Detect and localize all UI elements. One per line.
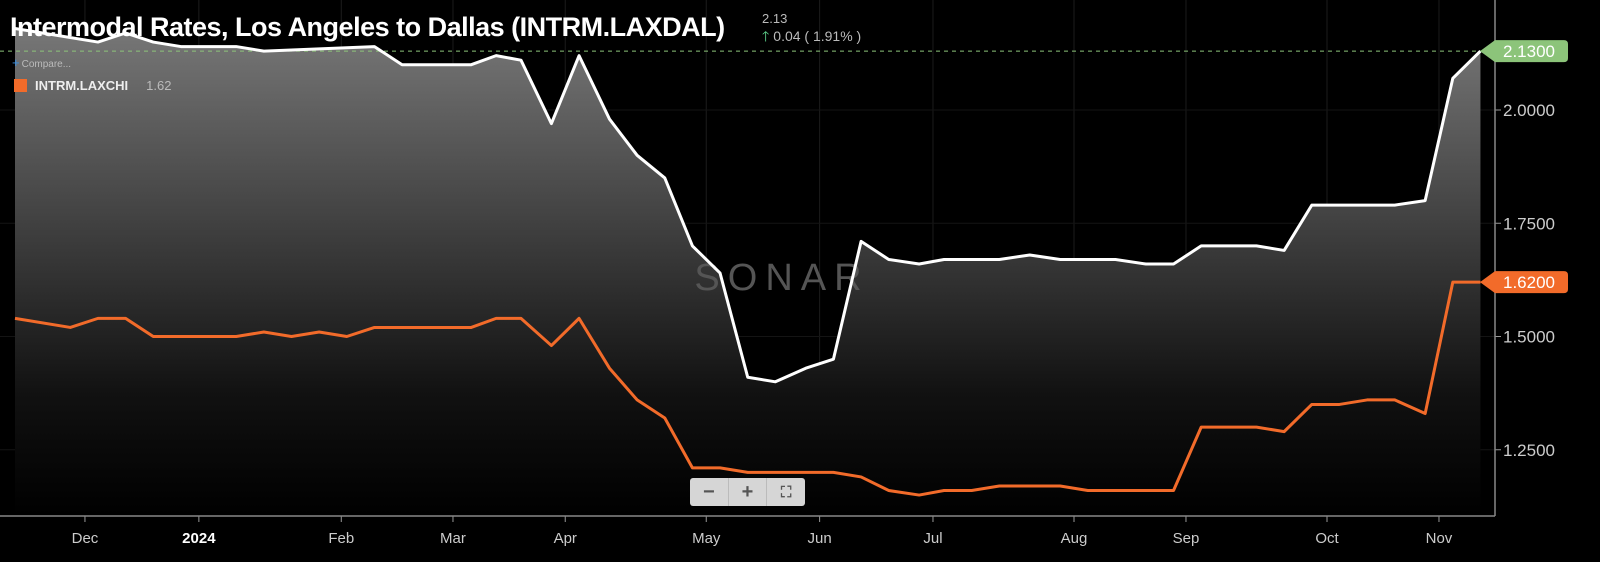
legend-swatch <box>14 79 27 92</box>
x-tick-label: Feb <box>328 530 354 547</box>
x-tick-label: May <box>692 530 721 547</box>
zoom-in-button[interactable]: + <box>729 478 768 506</box>
zoom-controls: − + ⛶ <box>690 478 805 506</box>
fullscreen-button[interactable]: ⛶ <box>780 483 792 501</box>
x-tick-label: Apr <box>554 530 577 547</box>
legend-item[interactable]: INTRM.LAXCHI 1.62 <box>14 78 171 93</box>
legend-value: 1.62 <box>146 78 172 93</box>
change-value: 🡑 0.04 ( 1.91% ) <box>762 26 861 50</box>
compare-label: Compare... <box>21 59 72 70</box>
series-line-intrm-laxchi <box>14 280 1481 497</box>
arrow-up-icon: 🡑 <box>762 28 770 44</box>
y-tick-label: 1.7500 <box>1503 214 1555 233</box>
x-tick-label: Aug <box>1061 530 1088 547</box>
x-tick-label: Mar <box>440 530 466 547</box>
last-value-badge-label: 1.6200 <box>1503 273 1555 292</box>
x-tick-label: Oct <box>1315 530 1339 547</box>
x-tick-label: Jul <box>923 530 942 547</box>
x-tick-label: 2024 <box>182 530 216 547</box>
primary-series-area <box>15 28 1481 517</box>
plus-icon: + <box>12 55 20 70</box>
x-tick-label: Dec <box>72 530 99 547</box>
last-value: 2.13 <box>762 11 788 26</box>
zoom-out-button[interactable]: − <box>690 478 729 506</box>
y-tick-label: 1.2500 <box>1503 441 1555 460</box>
y-tick-label: 1.5000 <box>1503 328 1555 347</box>
x-tick-label: Nov <box>1426 530 1453 547</box>
x-tick-label: Jun <box>808 530 832 547</box>
change-text: 0.04 ( 1.91% ) <box>773 28 862 44</box>
compare-button[interactable]: + Compare... <box>12 55 71 70</box>
last-value-badge <box>1480 271 1568 294</box>
chart-title: Intermodal Rates, Los Angeles to Dallas … <box>10 12 725 42</box>
last-value-badge-label: 2.1300 <box>1503 42 1555 61</box>
legend-name: INTRM.LAXCHI <box>35 78 129 93</box>
last-value-badge <box>1480 40 1568 63</box>
y-tick-label: 2.0000 <box>1503 101 1555 120</box>
x-tick-label: Sep <box>1173 530 1200 547</box>
